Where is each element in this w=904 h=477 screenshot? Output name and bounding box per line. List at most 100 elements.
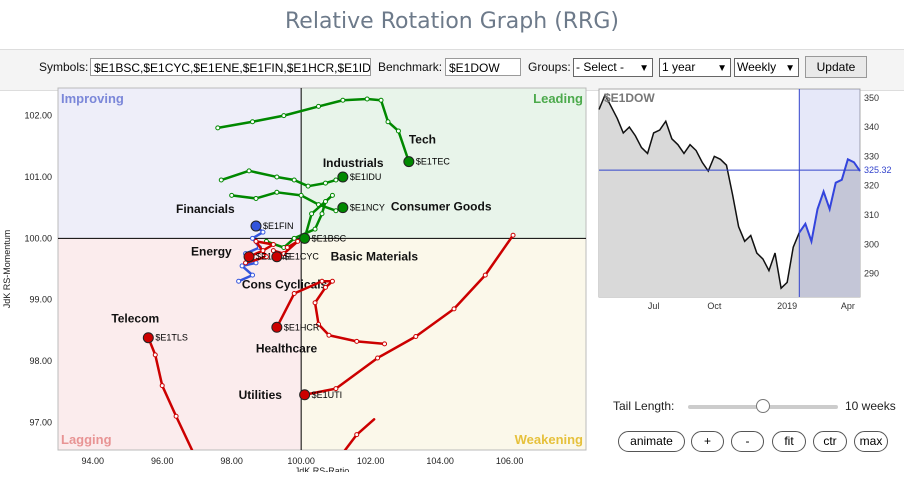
tail-point xyxy=(191,451,195,455)
series-utilities: $E1UTI Utilities xyxy=(239,232,516,402)
groups-label: Groups: xyxy=(528,60,571,74)
fit-button[interactable]: fit xyxy=(772,431,806,452)
quadrant-label-weakening: Weakening xyxy=(515,432,583,447)
series-telecom: $E1TLS Telecom xyxy=(111,312,195,455)
y-axis-label: JdK RS-Momentum xyxy=(2,230,12,309)
quadrant-label-leading: Leading xyxy=(533,91,583,106)
series-head-point xyxy=(337,202,349,214)
benchmark-y-tick: 310 xyxy=(864,210,879,220)
tail-point xyxy=(253,238,259,244)
groups-select[interactable]: - Select - ▼ xyxy=(573,58,653,77)
x-tick-label: 102.00 xyxy=(357,456,385,466)
zoom-in-button[interactable]: + xyxy=(691,431,724,452)
quadrant-label-improving: Improving xyxy=(61,91,124,106)
tail-point xyxy=(260,248,266,254)
series-symbol-label: $E1HCR xyxy=(284,322,320,332)
series-head-point xyxy=(271,321,283,333)
series-basic-materials: $E1BSC Basic Materials xyxy=(263,192,419,263)
series-name-label: Basic Materials xyxy=(331,249,419,263)
tail-point xyxy=(375,355,381,361)
animate-button[interactable]: animate xyxy=(618,431,685,452)
tail-point xyxy=(329,278,335,284)
benchmark-y-tick: 290 xyxy=(864,269,879,279)
benchmark-x-tick: 2019 xyxy=(777,301,797,311)
symbols-label: Symbols: xyxy=(39,60,89,74)
benchmark-current-value: 325.32 xyxy=(864,165,892,175)
series-industrials: $E1IDU Industrials xyxy=(218,156,384,189)
frequency-select[interactable]: Weekly ▼ xyxy=(734,58,799,77)
tail-point xyxy=(333,386,339,392)
series-symbol-label: $E1UTI xyxy=(312,390,343,400)
update-button[interactable]: Update xyxy=(805,56,867,78)
series-symbol-label: $E1IDU xyxy=(350,172,382,182)
tail-point xyxy=(341,451,345,455)
tail-point xyxy=(316,103,322,109)
tail-point xyxy=(382,341,388,347)
series-head-point xyxy=(403,156,415,168)
tail-point xyxy=(281,113,287,119)
tail-point xyxy=(152,352,158,358)
tail-length-value: 10 weeks xyxy=(845,399,896,413)
quadrant-label-lagging: Lagging xyxy=(61,432,112,447)
series-head-point xyxy=(299,389,311,401)
series-head-point xyxy=(250,220,262,232)
benchmark-y-tick: 350 xyxy=(864,93,879,103)
tail-point xyxy=(263,254,269,260)
benchmark-title: $E1DOW xyxy=(604,91,655,105)
y-tick-label: 97.00 xyxy=(29,417,52,427)
series-symbol-label: $E1FIN xyxy=(263,221,294,231)
period-select[interactable]: 1 year ▼ xyxy=(659,58,731,77)
tail-point xyxy=(250,235,256,241)
tail-length-label: Tail Length: xyxy=(613,399,675,413)
tail-point xyxy=(270,241,276,247)
tail-point xyxy=(173,413,179,419)
tail-point xyxy=(281,251,287,257)
tail-point xyxy=(305,183,311,189)
x-tick-label: 98.00 xyxy=(220,456,243,466)
series-symbol-label: $E1NCY xyxy=(350,203,385,213)
quadrant-lagging xyxy=(58,238,302,450)
benchmark-y-tick: 330 xyxy=(864,151,879,161)
tail-point xyxy=(253,195,259,201)
rrg-chart[interactable]: Improving Leading Lagging Weakening 94.00 96.… xyxy=(0,86,590,472)
tail-point xyxy=(250,272,256,278)
series-symbol-label: $E1TEC xyxy=(416,157,451,167)
y-tick-label: 98.00 xyxy=(29,356,52,366)
series-symbol-label: $E1BSC xyxy=(312,233,347,243)
series-name-label: Tech xyxy=(409,133,436,147)
tail-point xyxy=(312,226,318,232)
chevron-down-icon: ▼ xyxy=(785,63,795,74)
tail-point xyxy=(291,235,297,241)
series-name-label: Utilities xyxy=(239,388,283,402)
tail-point xyxy=(218,177,224,183)
tail-point xyxy=(333,177,339,183)
zoom-out-button[interactable]: - xyxy=(731,431,764,452)
tail-point xyxy=(239,263,245,269)
tail-point xyxy=(329,192,335,198)
benchmark-input[interactable]: $E1DOW xyxy=(445,58,521,76)
y-tick-label: 102.00 xyxy=(24,111,52,121)
benchmark-chart: $E1DOW 350 340 330 320 310 300 290 325.32 Jul Oct 2… xyxy=(598,88,892,311)
tail-point xyxy=(333,208,339,214)
series-symbol-label: $E1TLS xyxy=(155,333,188,343)
frequency-select-value: Weekly xyxy=(737,60,777,74)
tail-point xyxy=(364,96,370,102)
tail-point xyxy=(159,383,165,389)
series-unnamed xyxy=(341,418,376,455)
tail-length-slider-handle[interactable] xyxy=(756,399,770,413)
series-head-point xyxy=(142,332,154,344)
center-button[interactable]: ctr xyxy=(813,431,847,452)
x-tick-label: 106.00 xyxy=(496,456,524,466)
tail-point xyxy=(274,189,280,195)
x-tick-label: 104.00 xyxy=(426,456,454,466)
symbols-input[interactable]: $E1BSC,$E1CYC,$E1ENE,$E1FIN,$E1HCR,$E1ID xyxy=(90,58,371,76)
benchmark-x-tick: Jul xyxy=(648,301,660,311)
y-tick-label: 100.00 xyxy=(24,233,52,243)
chevron-down-icon: ▼ xyxy=(639,63,649,74)
quadrant-leading xyxy=(301,88,586,239)
series-tail-line xyxy=(244,240,275,265)
y-tick-label: 99.00 xyxy=(29,295,52,305)
benchmark-x-tick: Apr xyxy=(841,301,855,311)
benchmark-y-tick: 340 xyxy=(864,122,879,132)
max-button[interactable]: max xyxy=(854,431,888,452)
